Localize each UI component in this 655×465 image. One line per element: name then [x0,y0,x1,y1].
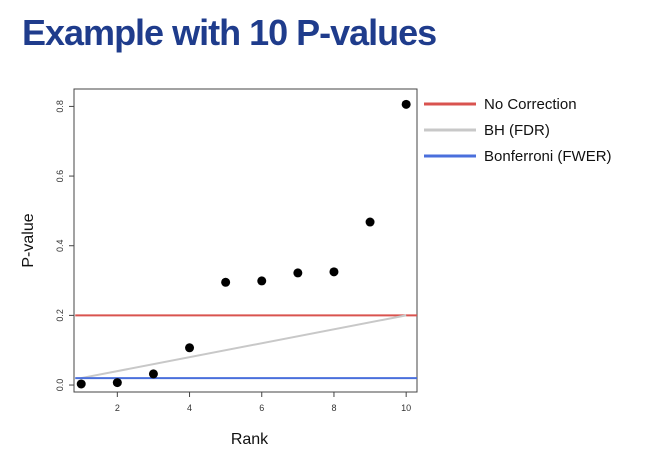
plot-frame [73,88,418,393]
y-tick-label: 0.6 [55,170,65,183]
legend-label-no-correction: No Correction [484,96,577,113]
x-tick-label: 2 [115,403,120,413]
data-point [112,378,122,388]
data-point [221,277,231,287]
y-tick-label: 0.2 [55,309,65,322]
x-tick-label: 8 [331,403,336,413]
data-point [148,369,158,379]
legend-label-bh-fdr: BH (FDR) [484,122,550,139]
line-bh-fdr [81,314,407,380]
y-tick-label: 0.4 [55,239,65,252]
x-tick-label: 4 [187,403,192,413]
y-tick-label: 0.8 [55,100,65,113]
y-tick-label: 0.0 [55,379,65,392]
data-point [365,217,375,227]
data-point [329,267,339,277]
y-axis-title: P-value [20,213,37,267]
x-tick-label: 6 [259,403,264,413]
data-point [185,343,195,353]
data-point [293,268,303,278]
chart-reference-lines [75,314,417,380]
chart-points [76,99,411,389]
x-axis-title: Rank [231,431,269,448]
x-tick-label: 10 [401,403,411,413]
data-point [257,276,267,286]
chart-legend: No Correction BH (FDR) Bonferroni (FWER) [424,96,612,165]
slide-title: Example with 10 P-values [22,12,437,53]
chart-axes: 2 4 6 8 10 0.0 0.2 0.4 0.6 0.8 Rank P-value [20,88,418,448]
legend-label-bonferroni-fwer: Bonferroni (FWER) [484,148,612,165]
data-point [401,99,411,109]
data-point [76,379,86,389]
